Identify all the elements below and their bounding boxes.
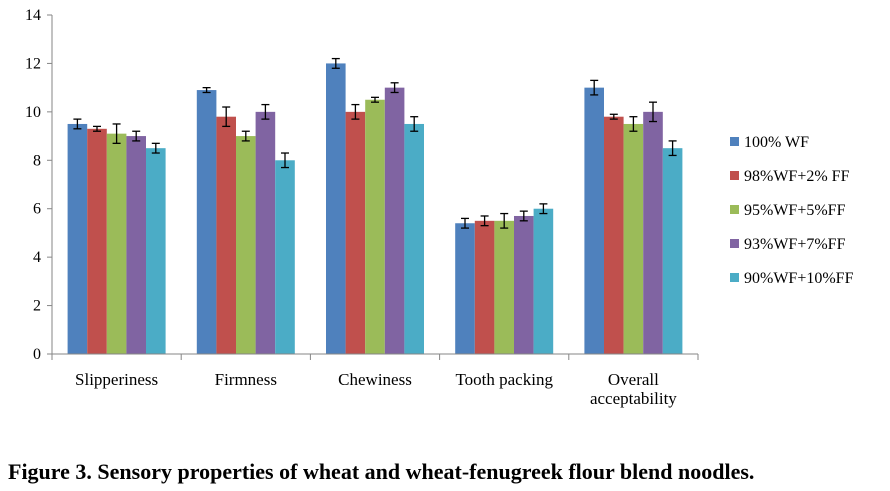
y-tick-label: 6 bbox=[33, 201, 41, 218]
bar bbox=[106, 133, 127, 354]
legend-swatch bbox=[730, 205, 739, 214]
legend-swatch bbox=[730, 137, 739, 146]
y-tick-label: 14 bbox=[25, 7, 41, 24]
bar bbox=[345, 111, 366, 354]
chart-axes bbox=[51, 15, 699, 360]
bar bbox=[494, 220, 514, 354]
figure-caption: Figure 3. Sensory properties of wheat an… bbox=[8, 459, 755, 484]
x-category-label: Tooth packing bbox=[455, 370, 553, 389]
bar bbox=[384, 87, 405, 355]
legend-label: 95%WF+5%FF bbox=[744, 202, 846, 219]
bar bbox=[216, 116, 236, 354]
bar bbox=[146, 148, 166, 354]
bar bbox=[474, 220, 495, 354]
bar bbox=[87, 128, 107, 354]
bar bbox=[455, 223, 475, 354]
y-tick-label: 8 bbox=[33, 152, 41, 169]
x-category-label: Slipperiness bbox=[75, 370, 158, 389]
x-category-label: Overall bbox=[608, 370, 659, 389]
bar bbox=[584, 87, 604, 355]
bar bbox=[514, 215, 534, 354]
bar bbox=[643, 111, 663, 354]
bar bbox=[67, 123, 88, 354]
x-axis-labels: Slipperiness Firmness Chewiness Tooth packi… bbox=[75, 370, 677, 408]
bar bbox=[533, 208, 554, 354]
y-tick-label: 4 bbox=[33, 249, 41, 266]
y-axis-ticks: 0 2 4 6 8 10 12 14 bbox=[25, 7, 52, 363]
bar-chart: 0 2 4 6 8 10 12 14 Slipperiness Firmness Chewines… bbox=[25, 7, 854, 408]
legend-swatch bbox=[730, 239, 739, 248]
bar bbox=[196, 90, 217, 355]
bar bbox=[404, 123, 424, 354]
x-category-label: Chewiness bbox=[338, 370, 412, 389]
bar bbox=[255, 111, 276, 354]
legend-label: 93%WF+7%FF bbox=[744, 236, 846, 253]
bar bbox=[326, 63, 346, 355]
bar bbox=[126, 136, 146, 354]
bar bbox=[236, 136, 256, 354]
chart-legend: 100% WF 98%WF+2% FF 95%WF+5%FF 93%WF+7%FF 90… bbox=[730, 134, 854, 287]
y-tick-label: 12 bbox=[25, 55, 41, 72]
legend-swatch bbox=[730, 273, 739, 282]
bar bbox=[275, 160, 295, 354]
legend-label: 100% WF bbox=[744, 134, 809, 151]
bar bbox=[662, 148, 683, 354]
legend-label: 90%WF+10%FF bbox=[744, 270, 854, 287]
chart-bars bbox=[67, 57, 683, 355]
bar bbox=[365, 99, 385, 354]
y-tick-label: 10 bbox=[25, 104, 41, 121]
y-tick-label: 0 bbox=[33, 346, 41, 363]
x-category-label: acceptability bbox=[590, 389, 677, 408]
legend-label: 98%WF+2% FF bbox=[744, 168, 850, 185]
x-category-label: Firmness bbox=[215, 370, 277, 389]
bar bbox=[623, 123, 644, 354]
y-tick-label: 2 bbox=[33, 298, 41, 315]
bar bbox=[604, 116, 624, 354]
legend-swatch bbox=[730, 171, 739, 180]
